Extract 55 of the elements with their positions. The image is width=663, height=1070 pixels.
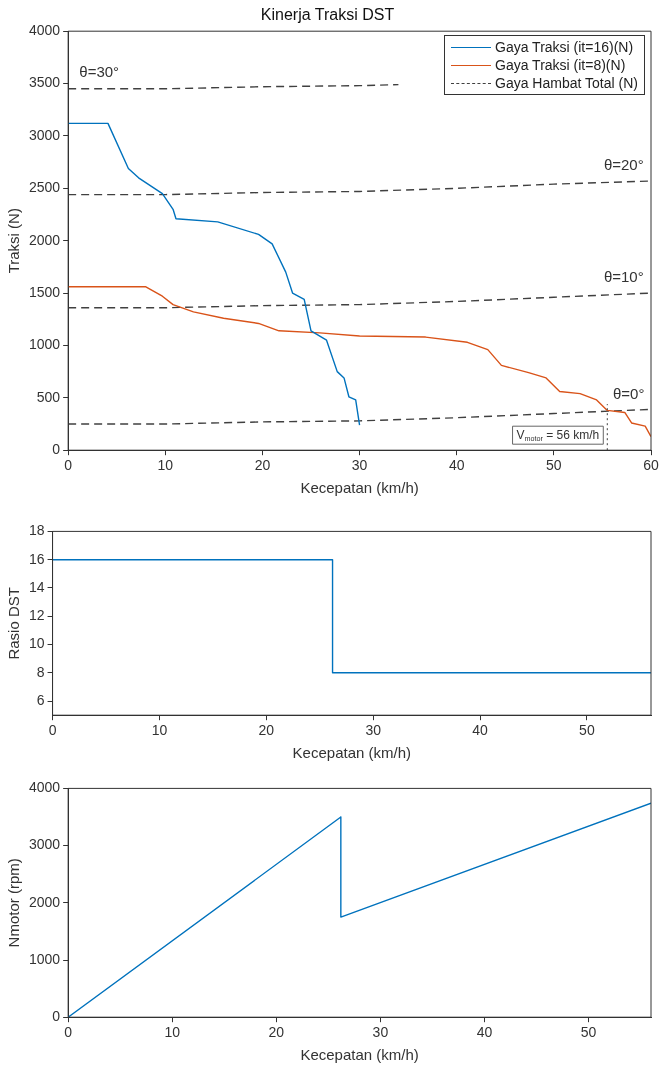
x-tick-label: 10 xyxy=(151,722,168,739)
x-tick-label: 40 xyxy=(472,722,489,739)
y-tick-label: 4000 xyxy=(28,779,61,796)
y-tick-label: 1000 xyxy=(28,336,61,353)
x-tick-label: 60 xyxy=(643,457,659,474)
y-axis-title: Nmotor (rpm) xyxy=(5,858,23,948)
y-tick-label: 1500 xyxy=(28,283,61,300)
x-tick-label: 40 xyxy=(476,1024,493,1041)
x-tick-label: 20 xyxy=(258,722,275,739)
annotation: θ=20° xyxy=(603,156,644,174)
y-tick-label: 8 xyxy=(36,663,45,680)
y-tick-label: 10 xyxy=(28,635,45,652)
x-tick-label: 30 xyxy=(365,722,382,739)
legend-label: Gaya Traksi (it=16)(N) xyxy=(495,38,634,57)
y-tick-label: 6 xyxy=(36,691,45,708)
y-axis-title: Rasio DST xyxy=(5,587,23,660)
chart-title: Kinerja Traksi DST xyxy=(260,6,395,24)
annotation: θ=10° xyxy=(603,268,644,286)
x-tick-label: 0 xyxy=(64,457,73,474)
y-tick-label: 2000 xyxy=(28,893,61,910)
x-tick-label: 20 xyxy=(254,457,271,474)
x-tick-label: 50 xyxy=(579,722,595,739)
x-tick-label: 30 xyxy=(351,457,368,474)
legend-label: Gaya Traksi (it=8)(N) xyxy=(495,56,626,75)
y-tick-label: 0 xyxy=(52,441,61,458)
y-tick-label: 4000 xyxy=(28,22,61,39)
y-tick-label: 0 xyxy=(52,1008,61,1025)
annotation: θ=30° xyxy=(79,62,120,80)
x-tick-label: 40 xyxy=(448,457,465,474)
line-series xyxy=(68,180,651,196)
x-tick-label: 50 xyxy=(580,1024,597,1041)
x-tick-label: 20 xyxy=(268,1024,285,1041)
x-axis-title: Kecepatan (km/h) xyxy=(292,744,411,762)
x-tick-label: 10 xyxy=(164,1024,181,1041)
y-tick-label: 2500 xyxy=(28,179,61,196)
y-tick-label: 16 xyxy=(28,550,45,567)
x-tick-label: 0 xyxy=(64,1024,73,1041)
y-tick-label: 12 xyxy=(28,607,45,624)
annotation: θ=0° xyxy=(612,384,645,402)
x-tick-label: 10 xyxy=(157,457,174,474)
y-tick-label: 14 xyxy=(28,578,45,595)
x-tick-label: 30 xyxy=(372,1024,389,1041)
y-tick-label: 3000 xyxy=(28,126,61,143)
y-tick-label: 2000 xyxy=(28,231,61,248)
y-tick-label: 3000 xyxy=(28,836,61,853)
y-tick-label: 500 xyxy=(36,388,61,405)
y-tick-label: 18 xyxy=(28,522,45,539)
legend-label: Gaya Hambat Total (N) xyxy=(495,74,638,93)
line-series xyxy=(68,292,651,309)
y-tick-label: 3500 xyxy=(28,74,61,91)
x-tick-label: 50 xyxy=(546,457,562,474)
x-axis-title: Kecepatan (km/h) xyxy=(300,479,419,497)
x-axis-title: Kecepatan (km/h) xyxy=(300,1046,419,1064)
y-tick-label: 1000 xyxy=(28,950,61,967)
y-axis-title: Traksi (N) xyxy=(5,208,23,274)
